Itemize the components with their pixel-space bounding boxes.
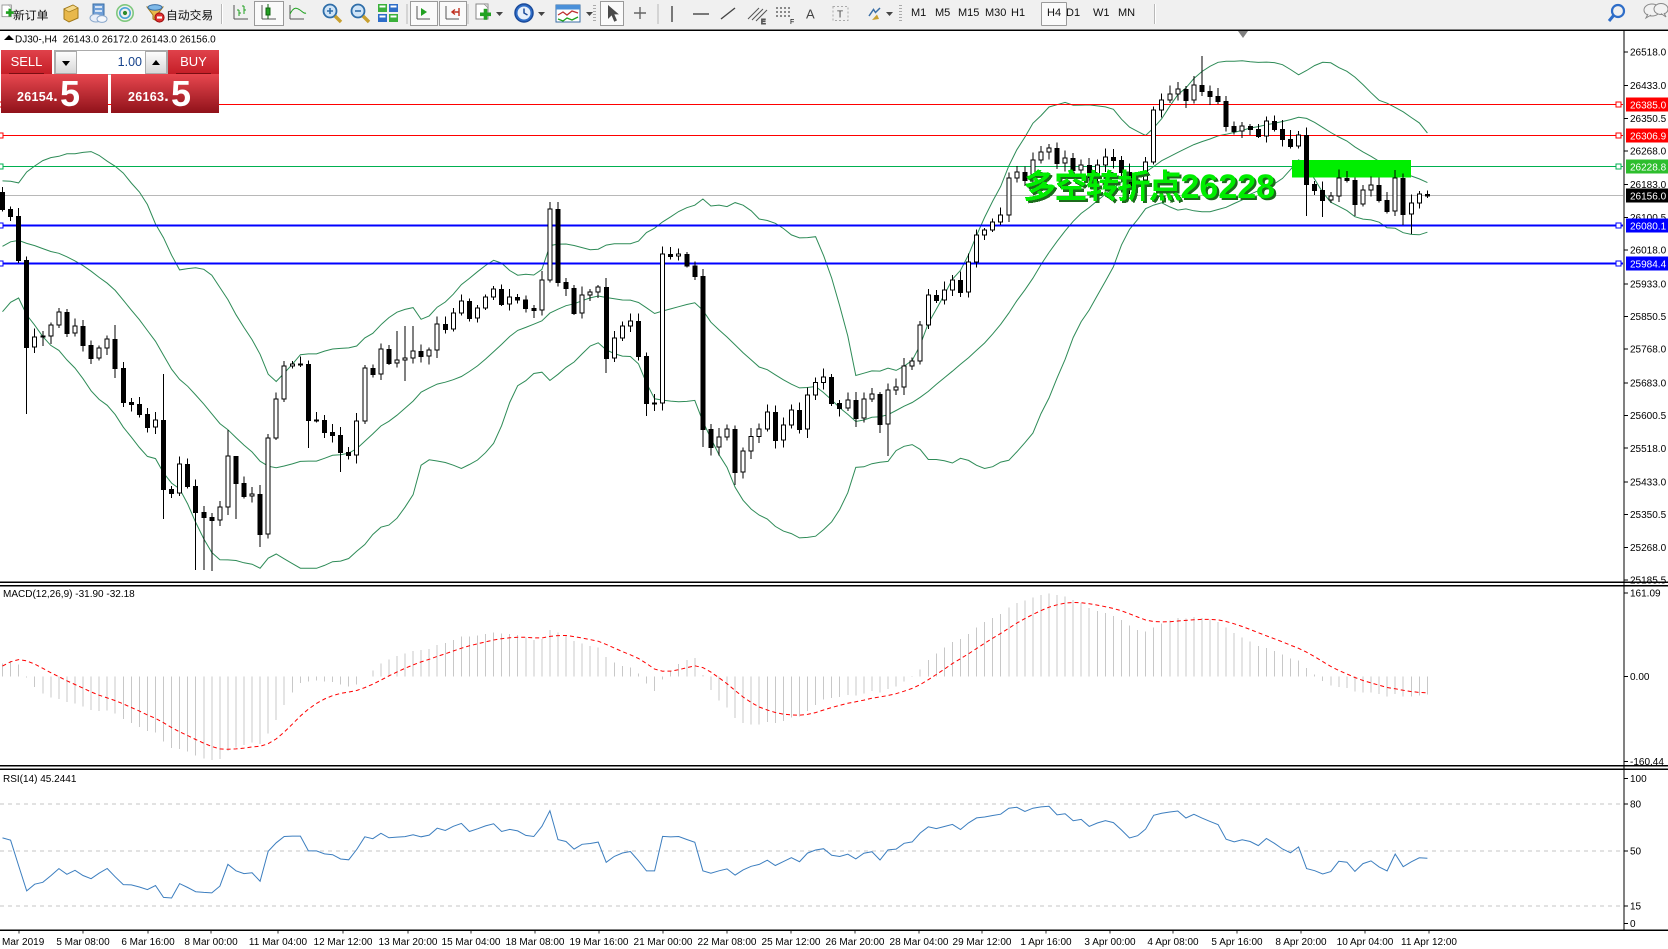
svg-text:26228: 26228	[1183, 170, 1278, 208]
svg-text:25433.0: 25433.0	[1630, 477, 1667, 488]
svg-text:26018.0: 26018.0	[1630, 246, 1667, 257]
svg-text:26350.5: 26350.5	[1630, 114, 1667, 125]
svg-text:22 Mar 08:00: 22 Mar 08:00	[698, 937, 757, 948]
svg-text:MACD(12,26,9) -31.90 -32.18: MACD(12,26,9) -31.90 -32.18	[3, 589, 135, 600]
svg-text:25518.0: 25518.0	[1630, 444, 1667, 455]
svg-text:26385.0: 26385.0	[1630, 101, 1667, 112]
svg-text:4 Apr 08:00: 4 Apr 08:00	[1147, 937, 1199, 948]
svg-text:26306.9: 26306.9	[1630, 132, 1667, 143]
svg-text:29 Mar 12:00: 29 Mar 12:00	[953, 937, 1012, 948]
svg-text:80: 80	[1630, 799, 1642, 810]
svg-text:26080.1: 26080.1	[1630, 222, 1667, 233]
svg-text:-160.44: -160.44	[1630, 757, 1664, 768]
svg-text:26433.0: 26433.0	[1630, 81, 1667, 92]
svg-text:25850.5: 25850.5	[1630, 312, 1667, 323]
svg-text:21 Mar 00:00: 21 Mar 00:00	[634, 937, 693, 948]
svg-text:100: 100	[1630, 774, 1647, 785]
svg-text:26228.8: 26228.8	[1630, 163, 1667, 174]
svg-text:25768.0: 25768.0	[1630, 345, 1667, 356]
svg-text:1 Apr 16:00: 1 Apr 16:00	[1020, 937, 1072, 948]
svg-text:10 Apr 04:00: 10 Apr 04:00	[1337, 937, 1394, 948]
svg-text:5 Mar 08:00: 5 Mar 08:00	[56, 937, 110, 948]
svg-text:15 Mar 04:00: 15 Mar 04:00	[442, 937, 501, 948]
svg-text:26156.0: 26156.0	[1630, 191, 1667, 202]
svg-text:26228: 26228	[1181, 168, 1276, 206]
svg-text:26183.0: 26183.0	[1630, 180, 1667, 191]
svg-text:11 Apr 12:00: 11 Apr 12:00	[1401, 937, 1457, 948]
svg-text:26 Mar 20:00: 26 Mar 20:00	[826, 937, 885, 948]
svg-text:5 Apr 16:00: 5 Apr 16:00	[1211, 937, 1263, 948]
svg-text:0.00: 0.00	[1630, 672, 1650, 683]
svg-text:T: T	[837, 10, 843, 21]
svg-text:0: 0	[1630, 919, 1636, 930]
svg-text:13 Mar 20:00: 13 Mar 20:00	[379, 937, 438, 948]
svg-text:RSI(14) 45.2441: RSI(14) 45.2441	[3, 774, 77, 785]
svg-text:3 Apr 00:00: 3 Apr 00:00	[1084, 937, 1136, 948]
svg-text:25 Mar 12:00: 25 Mar 12:00	[762, 937, 821, 948]
svg-text:26518.0: 26518.0	[1630, 48, 1667, 59]
svg-text:25683.0: 25683.0	[1630, 378, 1667, 389]
svg-text:26268.0: 26268.0	[1630, 147, 1667, 158]
svg-text:8 Apr 20:00: 8 Apr 20:00	[1275, 937, 1327, 948]
svg-text:19 Mar 16:00: 19 Mar 16:00	[570, 937, 629, 948]
svg-text:25185.5: 25185.5	[1630, 576, 1667, 587]
svg-text:25350.5: 25350.5	[1630, 510, 1667, 521]
svg-text:8 Mar 00:00: 8 Mar 00:00	[184, 937, 238, 948]
svg-text:6 Mar 16:00: 6 Mar 16:00	[121, 937, 175, 948]
svg-text:DJ30-,H4 26143.0 26172.0 2614: DJ30-,H4 26143.0 26172.0 26143.0 26156.0	[15, 35, 216, 46]
svg-text:25984.4: 25984.4	[1630, 259, 1667, 270]
svg-text:18 Mar 08:00: 18 Mar 08:00	[506, 937, 565, 948]
svg-text:15: 15	[1630, 902, 1642, 913]
svg-text:50: 50	[1630, 847, 1642, 858]
svg-text:4 Mar 2019: 4 Mar 2019	[0, 937, 45, 948]
svg-text:25600.5: 25600.5	[1630, 411, 1667, 422]
svg-text:25268.0: 25268.0	[1630, 543, 1667, 554]
svg-text:A: A	[806, 7, 815, 22]
svg-text:25933.0: 25933.0	[1630, 279, 1667, 290]
svg-text:161.09: 161.09	[1630, 589, 1661, 600]
svg-text:28 Mar 04:00: 28 Mar 04:00	[890, 937, 949, 948]
svg-text:11 Mar 04:00: 11 Mar 04:00	[249, 937, 308, 948]
svg-text:E: E	[761, 19, 766, 26]
svg-text:F: F	[790, 19, 794, 26]
svg-text:26100.5: 26100.5	[1630, 213, 1667, 224]
svg-text:12 Mar 12:00: 12 Mar 12:00	[314, 937, 373, 948]
